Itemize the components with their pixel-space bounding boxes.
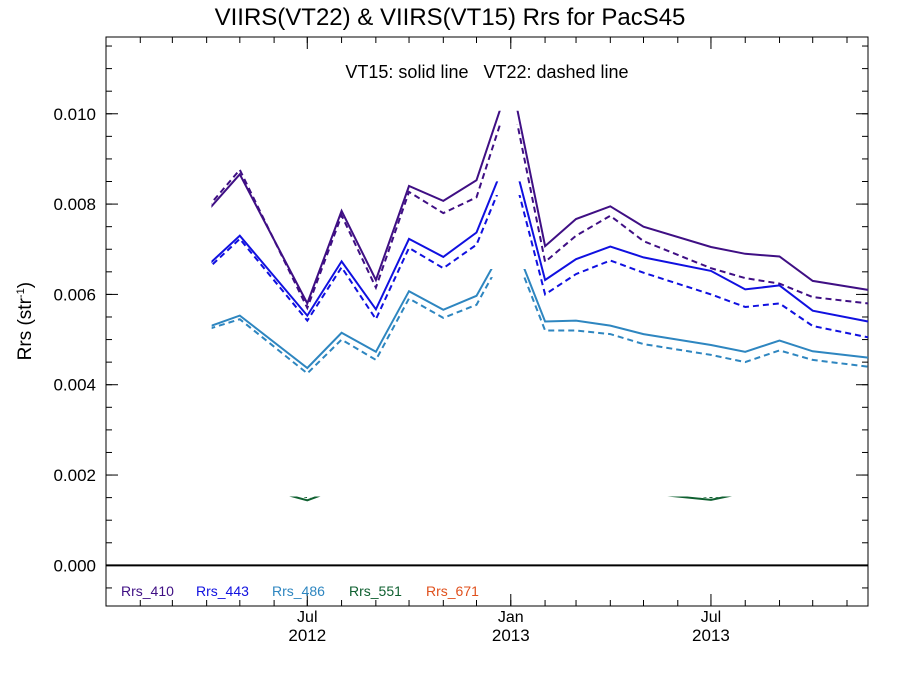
x-tick-label: Jul [297, 609, 317, 626]
x-tick-label-year: 2013 [492, 626, 530, 645]
series-line-dashed-Rrs_486 [106, 243, 868, 374]
y-tick-label: 0.010 [53, 105, 96, 124]
x-tick-label-year: 2012 [288, 626, 326, 645]
x-tick-label: Jul [701, 609, 721, 626]
series-line-solid-Rrs_551 [106, 461, 868, 501]
series-line-solid-Rrs_443 [106, 148, 868, 322]
series-line-dashed-Rrs_671 [106, 553, 868, 558]
x-tick-label-year: 2013 [692, 626, 730, 645]
y-tick-label: 0.004 [53, 376, 96, 395]
legend-entry-Rrs_551: Rrs_551 [349, 583, 402, 599]
legend-entry-Rrs_443: Rrs_443 [196, 583, 249, 599]
line-style-annotation: VT15: solid line VT22: dashed line [345, 62, 629, 82]
series-line-dashed-Rrs_410 [106, 91, 868, 308]
legend-entry-Rrs_671: Rrs_671 [426, 583, 479, 599]
series-line-solid-Rrs_671 [106, 554, 868, 559]
series-line-dashed-Rrs_443 [106, 161, 868, 337]
chart-title: VIIRS(VT22) & VIIRS(VT15) Rrs for PacS45 [214, 4, 686, 31]
legend-entry-Rrs_486: Rrs_486 [272, 583, 325, 599]
x-tick-label: Jan [498, 609, 524, 626]
y-tick-label: 0.002 [53, 466, 96, 485]
series-line-solid-Rrs_410 [106, 78, 868, 304]
y-tick-label: 0.008 [53, 195, 96, 214]
legend-entry-Rrs_410: Rrs_410 [121, 583, 174, 599]
y-tick-label: 0.006 [53, 285, 96, 304]
series-line-dashed-Rrs_551 [106, 461, 868, 497]
y-tick-label: 0.000 [53, 556, 96, 575]
